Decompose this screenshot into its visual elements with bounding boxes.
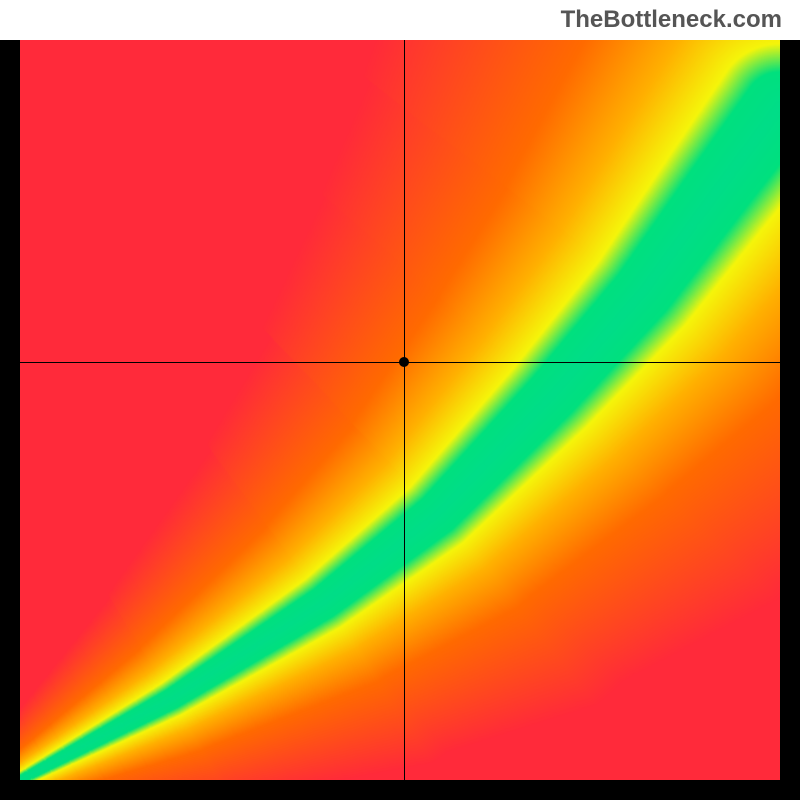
heatmap-canvas — [20, 40, 780, 780]
crosshair-vertical — [404, 40, 405, 780]
crosshair-marker — [399, 357, 409, 367]
chart-frame — [0, 40, 800, 800]
attribution-text: TheBottleneck.com — [561, 6, 782, 34]
plot-area — [20, 40, 780, 780]
chart-container: TheBottleneck.com — [0, 0, 800, 800]
